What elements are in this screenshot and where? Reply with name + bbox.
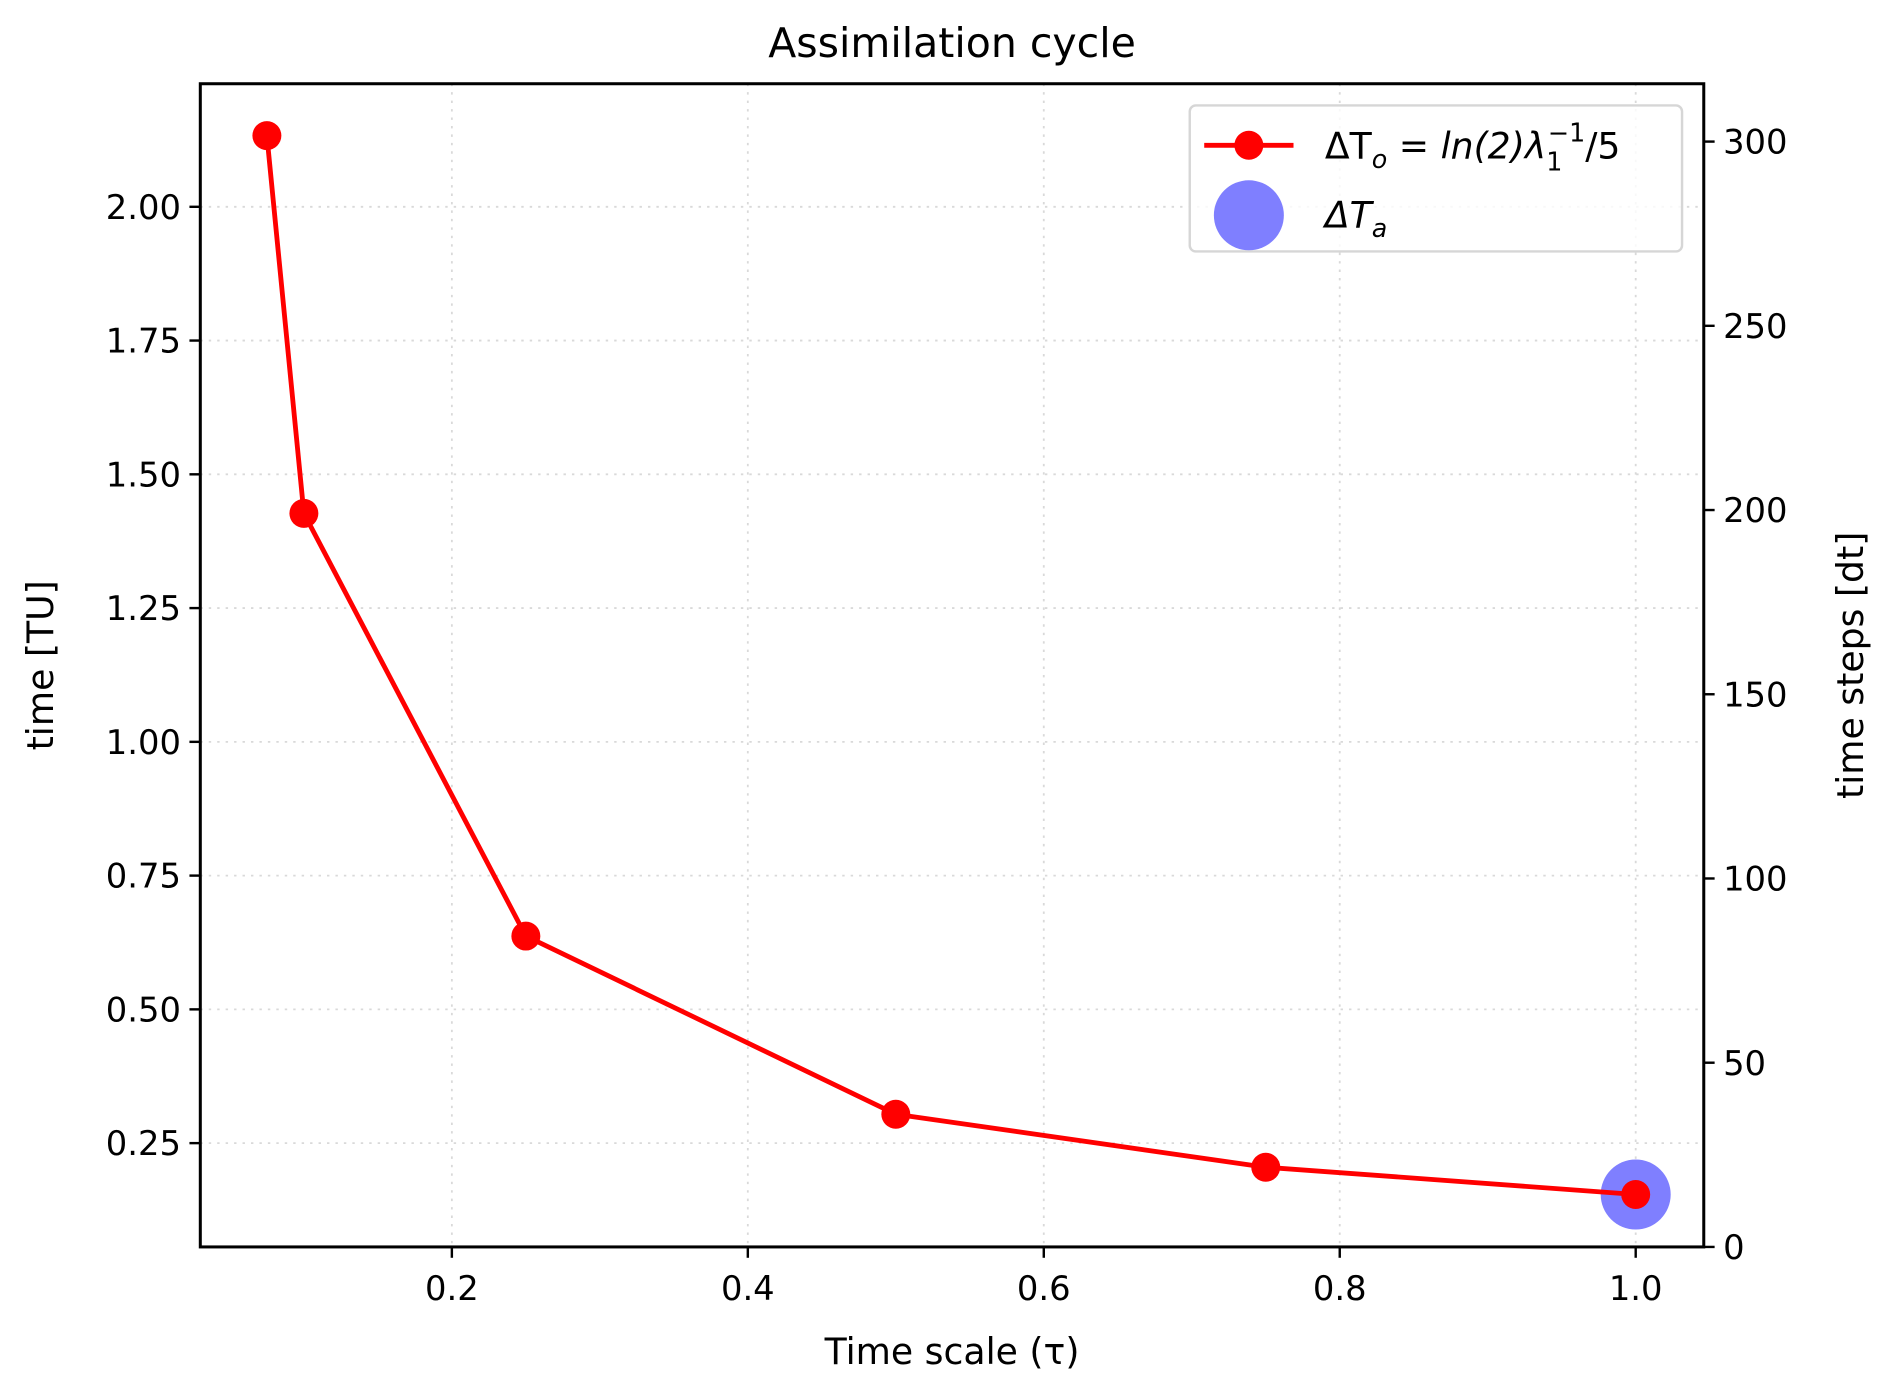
plot-frame <box>198 82 1706 1249</box>
chart-title: Assimilation cycle <box>768 19 1136 67</box>
x-tick-label: 0.8 <box>1313 1269 1367 1308</box>
observation-point <box>881 1099 911 1129</box>
y-tick-label: 1.75 <box>106 322 181 361</box>
y2-axis-label: time steps [dt] <box>1829 532 1872 799</box>
y-tick-label: 1.50 <box>106 455 181 494</box>
legend: ΔTo = ln(2)λ1−1/5 ΔTa <box>1188 104 1684 253</box>
y-axis-label: time [TU] <box>19 580 62 750</box>
y2-tick-label: 150 <box>1723 675 1787 714</box>
x-tick-label: 1.0 <box>1609 1269 1663 1308</box>
series <box>252 121 1671 1230</box>
y2-tick-label: 50 <box>1723 1044 1766 1083</box>
y2-tick-label: 200 <box>1723 491 1787 530</box>
observation-line <box>264 135 1636 1197</box>
grid <box>200 83 1704 1247</box>
y2-tick-label: 300 <box>1723 123 1787 162</box>
observation-point <box>511 921 541 951</box>
observation-point <box>289 498 319 528</box>
x-axis-label: Time scale (τ) <box>824 1330 1080 1373</box>
y-tick-label: 0.25 <box>106 1124 181 1163</box>
x-tick-label: 0.6 <box>1017 1269 1071 1308</box>
legend-dot-marker <box>1234 130 1264 160</box>
y-tick-label: 1.25 <box>106 589 181 628</box>
observation-point <box>252 121 282 151</box>
observation-point <box>1251 1152 1281 1182</box>
x-tick-label: 0.4 <box>721 1269 775 1308</box>
y2-tick-label: 100 <box>1723 860 1787 899</box>
legend-label-observation: ΔTo = ln(2)λ1−1/5 <box>1325 118 1621 177</box>
y2-tick-label: 0 <box>1723 1228 1744 1267</box>
ticks: 0.2 0.4 0.6 0.8 1.0 0.25 0.50 0.75 1.00 1.25 1.50 1… <box>106 123 1788 1308</box>
legend-label-assimilation: ΔTa <box>1322 193 1387 243</box>
x-tick-label: 0.2 <box>425 1269 479 1308</box>
y2-tick-label: 250 <box>1723 307 1787 346</box>
y-tick-label: 0.75 <box>106 857 181 896</box>
y-tick-label: 2.00 <box>106 188 181 227</box>
y-tick-label: 1.00 <box>106 723 181 762</box>
y-tick-label: 0.50 <box>106 990 181 1029</box>
legend-assimilation-marker <box>1213 180 1284 251</box>
observation-point <box>1621 1180 1651 1209</box>
